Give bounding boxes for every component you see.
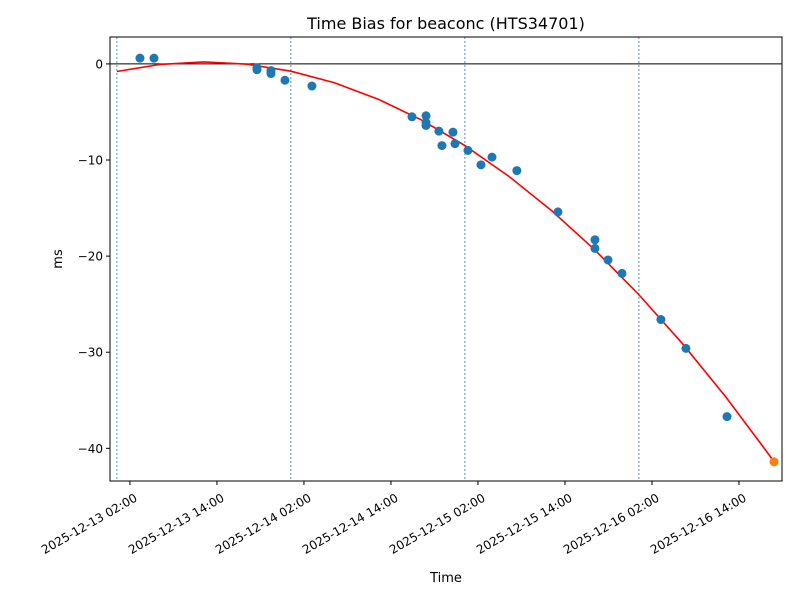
y-tick-label: −20 bbox=[78, 250, 103, 264]
data-point bbox=[407, 112, 417, 122]
fit-curve bbox=[116, 61, 775, 463]
latest-data-point bbox=[769, 457, 779, 467]
data-point bbox=[280, 75, 290, 85]
data-point bbox=[437, 141, 447, 151]
data-point bbox=[421, 111, 431, 121]
x-tick-label: 2025-12-14 14:00 bbox=[300, 491, 401, 557]
data-point bbox=[476, 160, 486, 170]
x-tick-label: 2025-12-15 14:00 bbox=[474, 491, 575, 557]
data-point bbox=[681, 343, 691, 353]
x-axis-label: Time bbox=[429, 571, 462, 586]
data-point bbox=[307, 81, 317, 91]
data-point bbox=[722, 412, 732, 422]
y-tick-label: 0 bbox=[95, 57, 103, 71]
y-axis-label: ms bbox=[51, 249, 66, 269]
data-point bbox=[448, 127, 458, 137]
chart-title: Time Bias for beaconc (HTS34701) bbox=[306, 14, 585, 33]
data-point bbox=[450, 139, 460, 149]
data-point bbox=[512, 166, 522, 176]
data-point bbox=[487, 152, 497, 162]
x-tick-label: 2025-12-13 02:00 bbox=[39, 491, 140, 557]
y-tick-label: −10 bbox=[78, 154, 103, 168]
data-point bbox=[434, 126, 444, 136]
x-tick-label: 2025-12-14 02:00 bbox=[213, 491, 314, 557]
x-tick-label: 2025-12-16 02:00 bbox=[561, 491, 662, 557]
data-point bbox=[149, 53, 159, 63]
data-point bbox=[603, 255, 613, 265]
data-point bbox=[266, 69, 276, 79]
data-point bbox=[617, 268, 627, 278]
data-point bbox=[590, 243, 600, 253]
y-tick-label: −30 bbox=[78, 346, 103, 360]
data-point bbox=[590, 235, 600, 245]
data-point bbox=[463, 145, 473, 155]
data-point bbox=[553, 207, 563, 217]
data-point bbox=[656, 315, 666, 325]
plot-frame bbox=[109, 36, 783, 482]
x-tick-label: 2025-12-15 02:00 bbox=[387, 491, 488, 557]
data-point bbox=[135, 53, 145, 63]
x-tick-label: 2025-12-13 14:00 bbox=[126, 491, 227, 557]
data-point bbox=[252, 65, 262, 75]
plot-area bbox=[110, 37, 782, 481]
data-point bbox=[421, 120, 431, 130]
x-tick-label: 2025-12-16 14:00 bbox=[648, 491, 749, 557]
y-tick-label: −40 bbox=[78, 442, 103, 456]
